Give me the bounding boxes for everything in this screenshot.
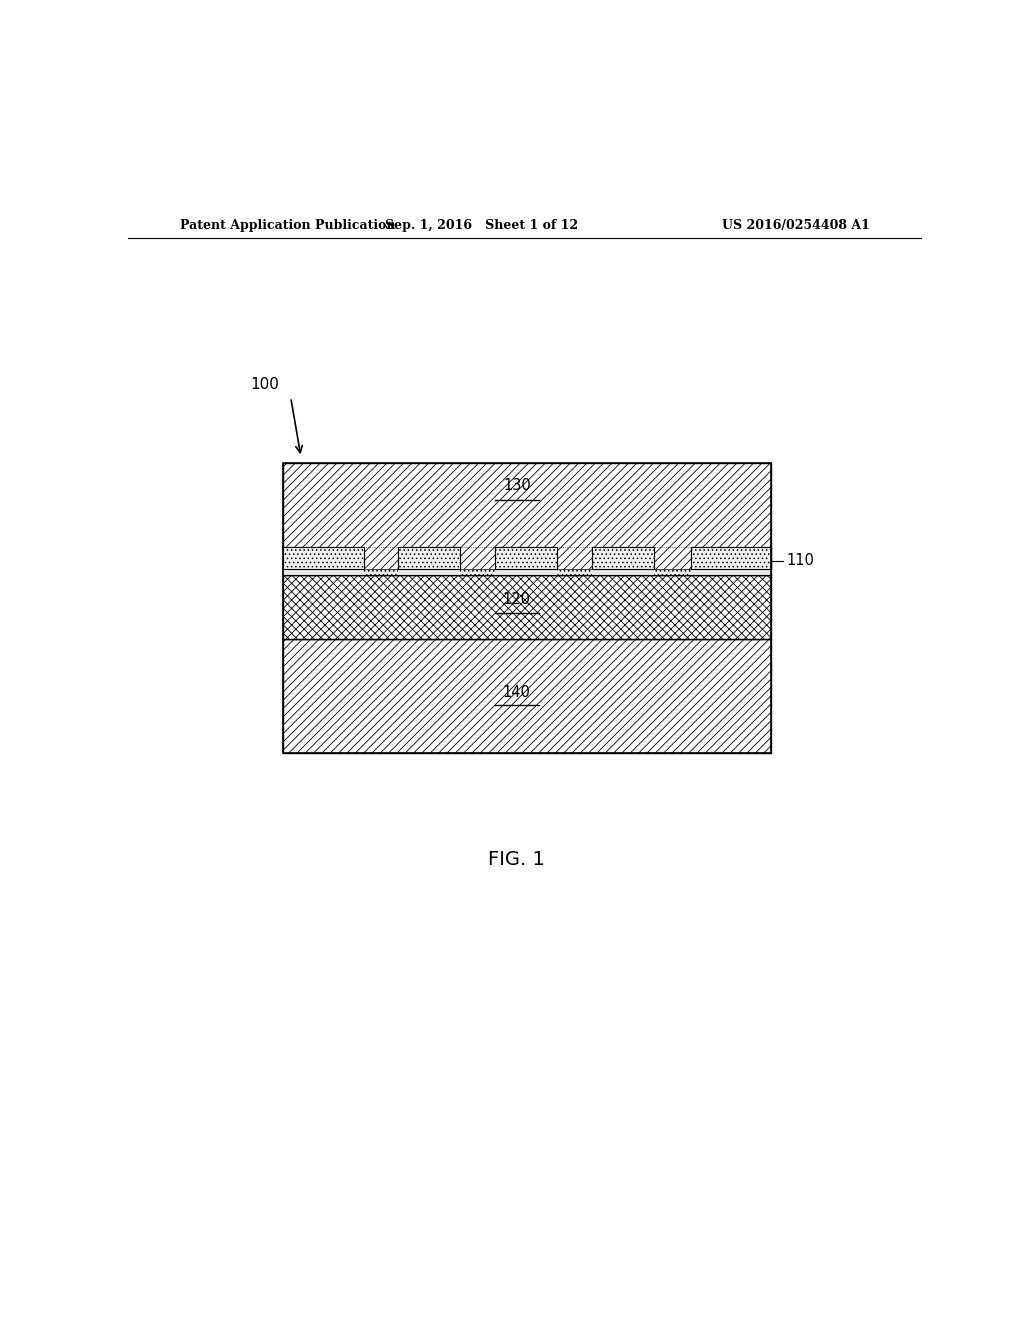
Bar: [691, 546, 771, 569]
Text: 130: 130: [503, 478, 530, 494]
Text: 110: 110: [786, 553, 814, 569]
Bar: [496, 546, 557, 569]
Bar: [283, 576, 771, 639]
Bar: [283, 569, 364, 576]
Bar: [283, 463, 771, 752]
Text: US 2016/0254408 A1: US 2016/0254408 A1: [722, 219, 870, 232]
Bar: [283, 569, 771, 576]
Bar: [397, 569, 460, 576]
Text: 100: 100: [250, 376, 279, 392]
Text: 120: 120: [503, 591, 530, 607]
Bar: [283, 639, 771, 752]
Bar: [496, 546, 557, 569]
Text: Sep. 1, 2016   Sheet 1 of 12: Sep. 1, 2016 Sheet 1 of 12: [385, 219, 578, 232]
Bar: [397, 546, 460, 569]
Bar: [283, 546, 364, 569]
Bar: [592, 569, 654, 576]
Bar: [691, 546, 771, 569]
Text: Patent Application Publication: Patent Application Publication: [179, 219, 395, 232]
Bar: [283, 546, 364, 569]
Bar: [496, 569, 557, 576]
Bar: [592, 546, 654, 569]
Bar: [691, 569, 771, 576]
Bar: [283, 463, 771, 576]
Text: 140: 140: [503, 685, 530, 700]
Bar: [397, 546, 460, 569]
Text: FIG. 1: FIG. 1: [488, 850, 546, 869]
Bar: [592, 546, 654, 569]
